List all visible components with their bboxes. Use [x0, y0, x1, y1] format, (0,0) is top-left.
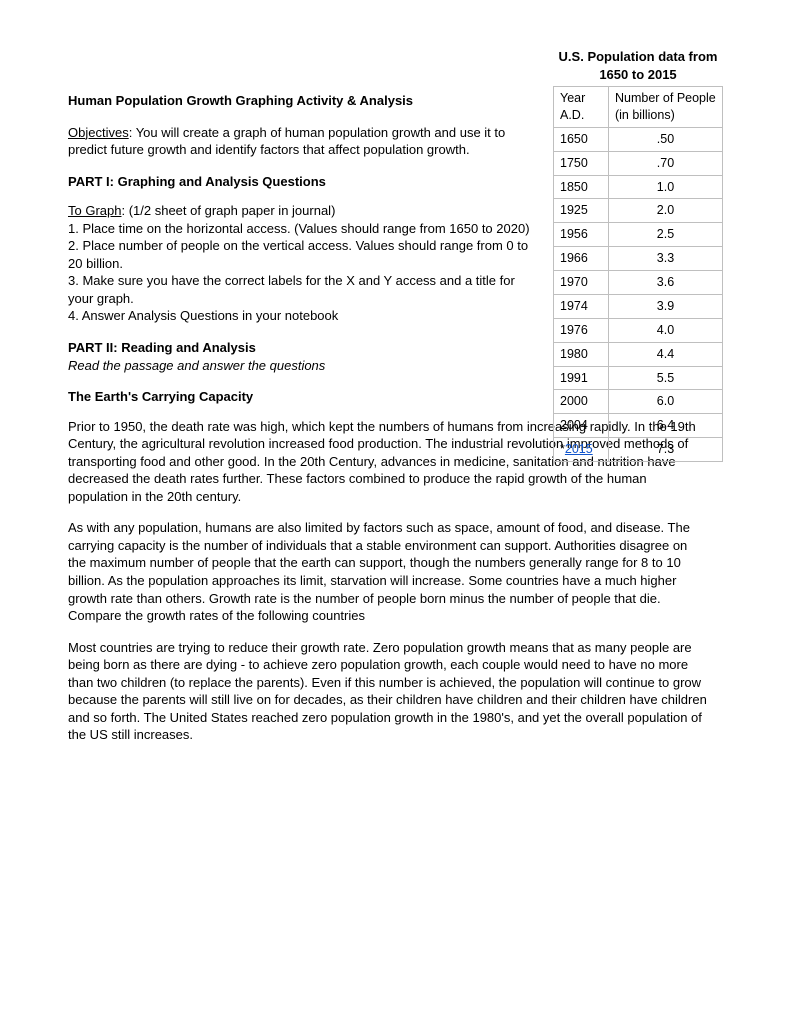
cell-value: 1.0 — [608, 175, 722, 199]
cell-year: 1976 — [554, 318, 609, 342]
objectives-paragraph: Objectives: You will create a graph of h… — [68, 124, 543, 159]
cell-value: 2.0 — [608, 199, 722, 223]
col-header-year: Year A.D. — [554, 87, 609, 128]
part2-subtitle: Read the passage and answer the question… — [68, 357, 543, 375]
table-row: 19804.4 — [554, 342, 723, 366]
cell-value: 4.0 — [608, 318, 722, 342]
table-row: 1750.70 — [554, 151, 723, 175]
cell-value: 7.3 — [608, 438, 722, 462]
part1-heading: PART I: Graphing and Analysis Questions — [68, 173, 543, 191]
cell-year: 2004 — [554, 414, 609, 438]
table-caption: U.S. Population data from 1650 to 2015 — [553, 48, 723, 83]
cell-value: 3.9 — [608, 294, 722, 318]
cell-year: 1956 — [554, 223, 609, 247]
cell-year: 1991 — [554, 366, 609, 390]
body-paragraph-2: As with any population, humans are also … — [68, 519, 708, 624]
cell-year: 1850 — [554, 175, 609, 199]
step-1: 1. Place time on the horizontal access. … — [68, 220, 543, 238]
cell-value: .70 — [608, 151, 722, 175]
cell-year: *2015 — [554, 438, 609, 462]
table-row: 19743.9 — [554, 294, 723, 318]
cell-value: 2.5 — [608, 223, 722, 247]
body-paragraph-3: Most countries are trying to reduce thei… — [68, 639, 708, 744]
table-row: 19562.5 — [554, 223, 723, 247]
table-row: 19703.6 — [554, 271, 723, 295]
objectives-text: : You will create a graph of human popul… — [68, 125, 505, 158]
step-2: 2. Place number of people on the vertica… — [68, 237, 543, 272]
cell-year: 1970 — [554, 271, 609, 295]
tograph-text: : (1/2 sheet of graph paper in journal) — [121, 203, 335, 218]
capacity-heading: The Earth's Carrying Capacity — [68, 388, 543, 406]
page-title: Human Population Growth Graphing Activit… — [68, 92, 543, 110]
table-row: 19764.0 — [554, 318, 723, 342]
cell-value: 3.3 — [608, 247, 722, 271]
step-3: 3. Make sure you have the correct labels… — [68, 272, 543, 307]
col-header-people: Number of People (in billions) — [608, 87, 722, 128]
population-data-table: Year A.D. Number of People (in billions)… — [553, 86, 723, 462]
cell-value: 5.5 — [608, 366, 722, 390]
cell-year: 1974 — [554, 294, 609, 318]
cell-value: 4.4 — [608, 342, 722, 366]
cell-year: 1650 — [554, 127, 609, 151]
cell-year: 1966 — [554, 247, 609, 271]
cell-value: 3.6 — [608, 271, 722, 295]
table-row: 19663.3 — [554, 247, 723, 271]
table-row: 18501.0 — [554, 175, 723, 199]
table-row: 1650.50 — [554, 127, 723, 151]
table-row: 19915.5 — [554, 366, 723, 390]
table-row: 20006.0 — [554, 390, 723, 414]
part2-heading: PART II: Reading and Analysis — [68, 339, 543, 357]
objectives-label: Objectives — [68, 125, 129, 140]
cell-value: .50 — [608, 127, 722, 151]
step-4: 4. Answer Analysis Questions in your not… — [68, 307, 543, 325]
cell-year: 1925 — [554, 199, 609, 223]
cell-year: 2000 — [554, 390, 609, 414]
table-row: 20046.4 — [554, 414, 723, 438]
tograph-line: To Graph: (1/2 sheet of graph paper in j… — [68, 202, 543, 220]
tograph-label: To Graph — [68, 203, 121, 218]
table-row: 19252.0 — [554, 199, 723, 223]
cell-year: 1750 — [554, 151, 609, 175]
cell-year: 1980 — [554, 342, 609, 366]
cell-value: 6.0 — [608, 390, 722, 414]
year-link[interactable]: 2015 — [565, 442, 593, 456]
table-row: *20157.3 — [554, 438, 723, 462]
cell-value: 6.4 — [608, 414, 722, 438]
